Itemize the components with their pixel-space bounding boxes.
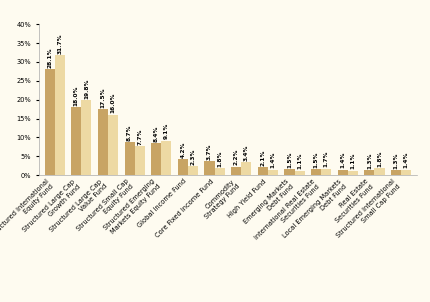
Text: 1.3%: 1.3% <box>393 152 399 169</box>
Bar <box>178 159 188 175</box>
Bar <box>401 170 411 175</box>
Bar <box>108 115 118 175</box>
Bar <box>295 171 304 175</box>
Text: 7.7%: 7.7% <box>137 128 142 145</box>
Text: 3.4%: 3.4% <box>244 144 249 161</box>
Bar <box>321 169 331 175</box>
Text: 1.3%: 1.3% <box>367 152 372 169</box>
Bar <box>231 167 241 175</box>
Bar <box>241 162 252 175</box>
Text: 18.0%: 18.0% <box>74 85 79 106</box>
Text: 1.8%: 1.8% <box>377 150 382 167</box>
Bar <box>125 142 135 175</box>
Text: Structured International
Small Cap Fund: Structured International Small Cap Fund <box>335 178 401 244</box>
Text: 1.4%: 1.4% <box>404 152 408 169</box>
Bar <box>151 143 161 175</box>
Bar <box>311 169 321 175</box>
Bar <box>284 169 295 175</box>
Bar <box>268 170 278 175</box>
Text: 1.5%: 1.5% <box>287 152 292 168</box>
Bar <box>364 170 375 175</box>
Text: 1.1%: 1.1% <box>350 153 355 169</box>
Text: Global Income Fund: Global Income Fund <box>137 178 188 229</box>
Text: 2.1%: 2.1% <box>260 149 265 166</box>
Bar <box>55 56 65 175</box>
Bar <box>338 170 348 175</box>
Text: Structured Emerging
Markets Equity Fund: Structured Emerging Markets Equity Fund <box>103 178 161 236</box>
Bar <box>391 170 401 175</box>
Bar <box>81 100 92 175</box>
Text: 8.4%: 8.4% <box>154 125 159 142</box>
Text: 9.1%: 9.1% <box>164 123 169 139</box>
Text: 2.2%: 2.2% <box>233 149 239 165</box>
Text: 1.1%: 1.1% <box>297 153 302 169</box>
Bar <box>348 171 358 175</box>
Text: High Yield Fund: High Yield Fund <box>227 178 268 219</box>
Text: 4.2%: 4.2% <box>180 141 185 158</box>
Text: International Real Estate
Securities Fund: International Real Estate Securities Fun… <box>254 178 321 246</box>
Text: 8.7%: 8.7% <box>127 124 132 141</box>
Bar <box>98 109 108 175</box>
Bar <box>215 169 225 175</box>
Text: 31.7%: 31.7% <box>57 33 62 54</box>
Text: 17.5%: 17.5% <box>101 87 105 108</box>
Text: Commodity
Strategy Fund: Commodity Strategy Fund <box>199 178 241 220</box>
Text: 1.4%: 1.4% <box>270 152 276 169</box>
Text: Structured Large Cap
Value Fund: Structured Large Cap Value Fund <box>49 178 108 238</box>
Text: 19.8%: 19.8% <box>84 79 89 99</box>
Text: 1.4%: 1.4% <box>340 152 345 169</box>
Text: Structured Small Cap
Equity Fund: Structured Small Cap Equity Fund <box>75 178 135 237</box>
Text: 3.7%: 3.7% <box>207 143 212 160</box>
Bar <box>135 146 145 175</box>
Text: Local Emerging Markets
Debt Fund: Local Emerging Markets Debt Fund <box>282 178 348 244</box>
Text: 1.5%: 1.5% <box>313 152 319 168</box>
Text: 16.0%: 16.0% <box>111 93 116 113</box>
Bar <box>161 141 172 175</box>
Bar <box>258 167 268 175</box>
Text: Structured International
Equity Fund: Structured International Equity Fund <box>0 178 55 244</box>
Text: Real Estate
Securities Fund: Real Estate Securities Fund <box>329 178 375 223</box>
Bar <box>71 107 81 175</box>
Text: 1.8%: 1.8% <box>217 150 222 167</box>
Bar <box>188 166 198 175</box>
Text: 2.3%: 2.3% <box>190 149 196 165</box>
Bar <box>204 161 215 175</box>
Text: 28.1%: 28.1% <box>47 47 52 68</box>
Text: Structured Large Cap
Growth Fund: Structured Large Cap Growth Fund <box>22 178 81 238</box>
Text: Emerging Markets
Debt Fund: Emerging Markets Debt Fund <box>243 178 295 230</box>
Bar <box>375 169 384 175</box>
Bar <box>45 69 55 175</box>
Text: 1.7%: 1.7% <box>324 151 329 167</box>
Text: Core Fixed Income Fund: Core Fixed Income Fund <box>154 178 215 239</box>
